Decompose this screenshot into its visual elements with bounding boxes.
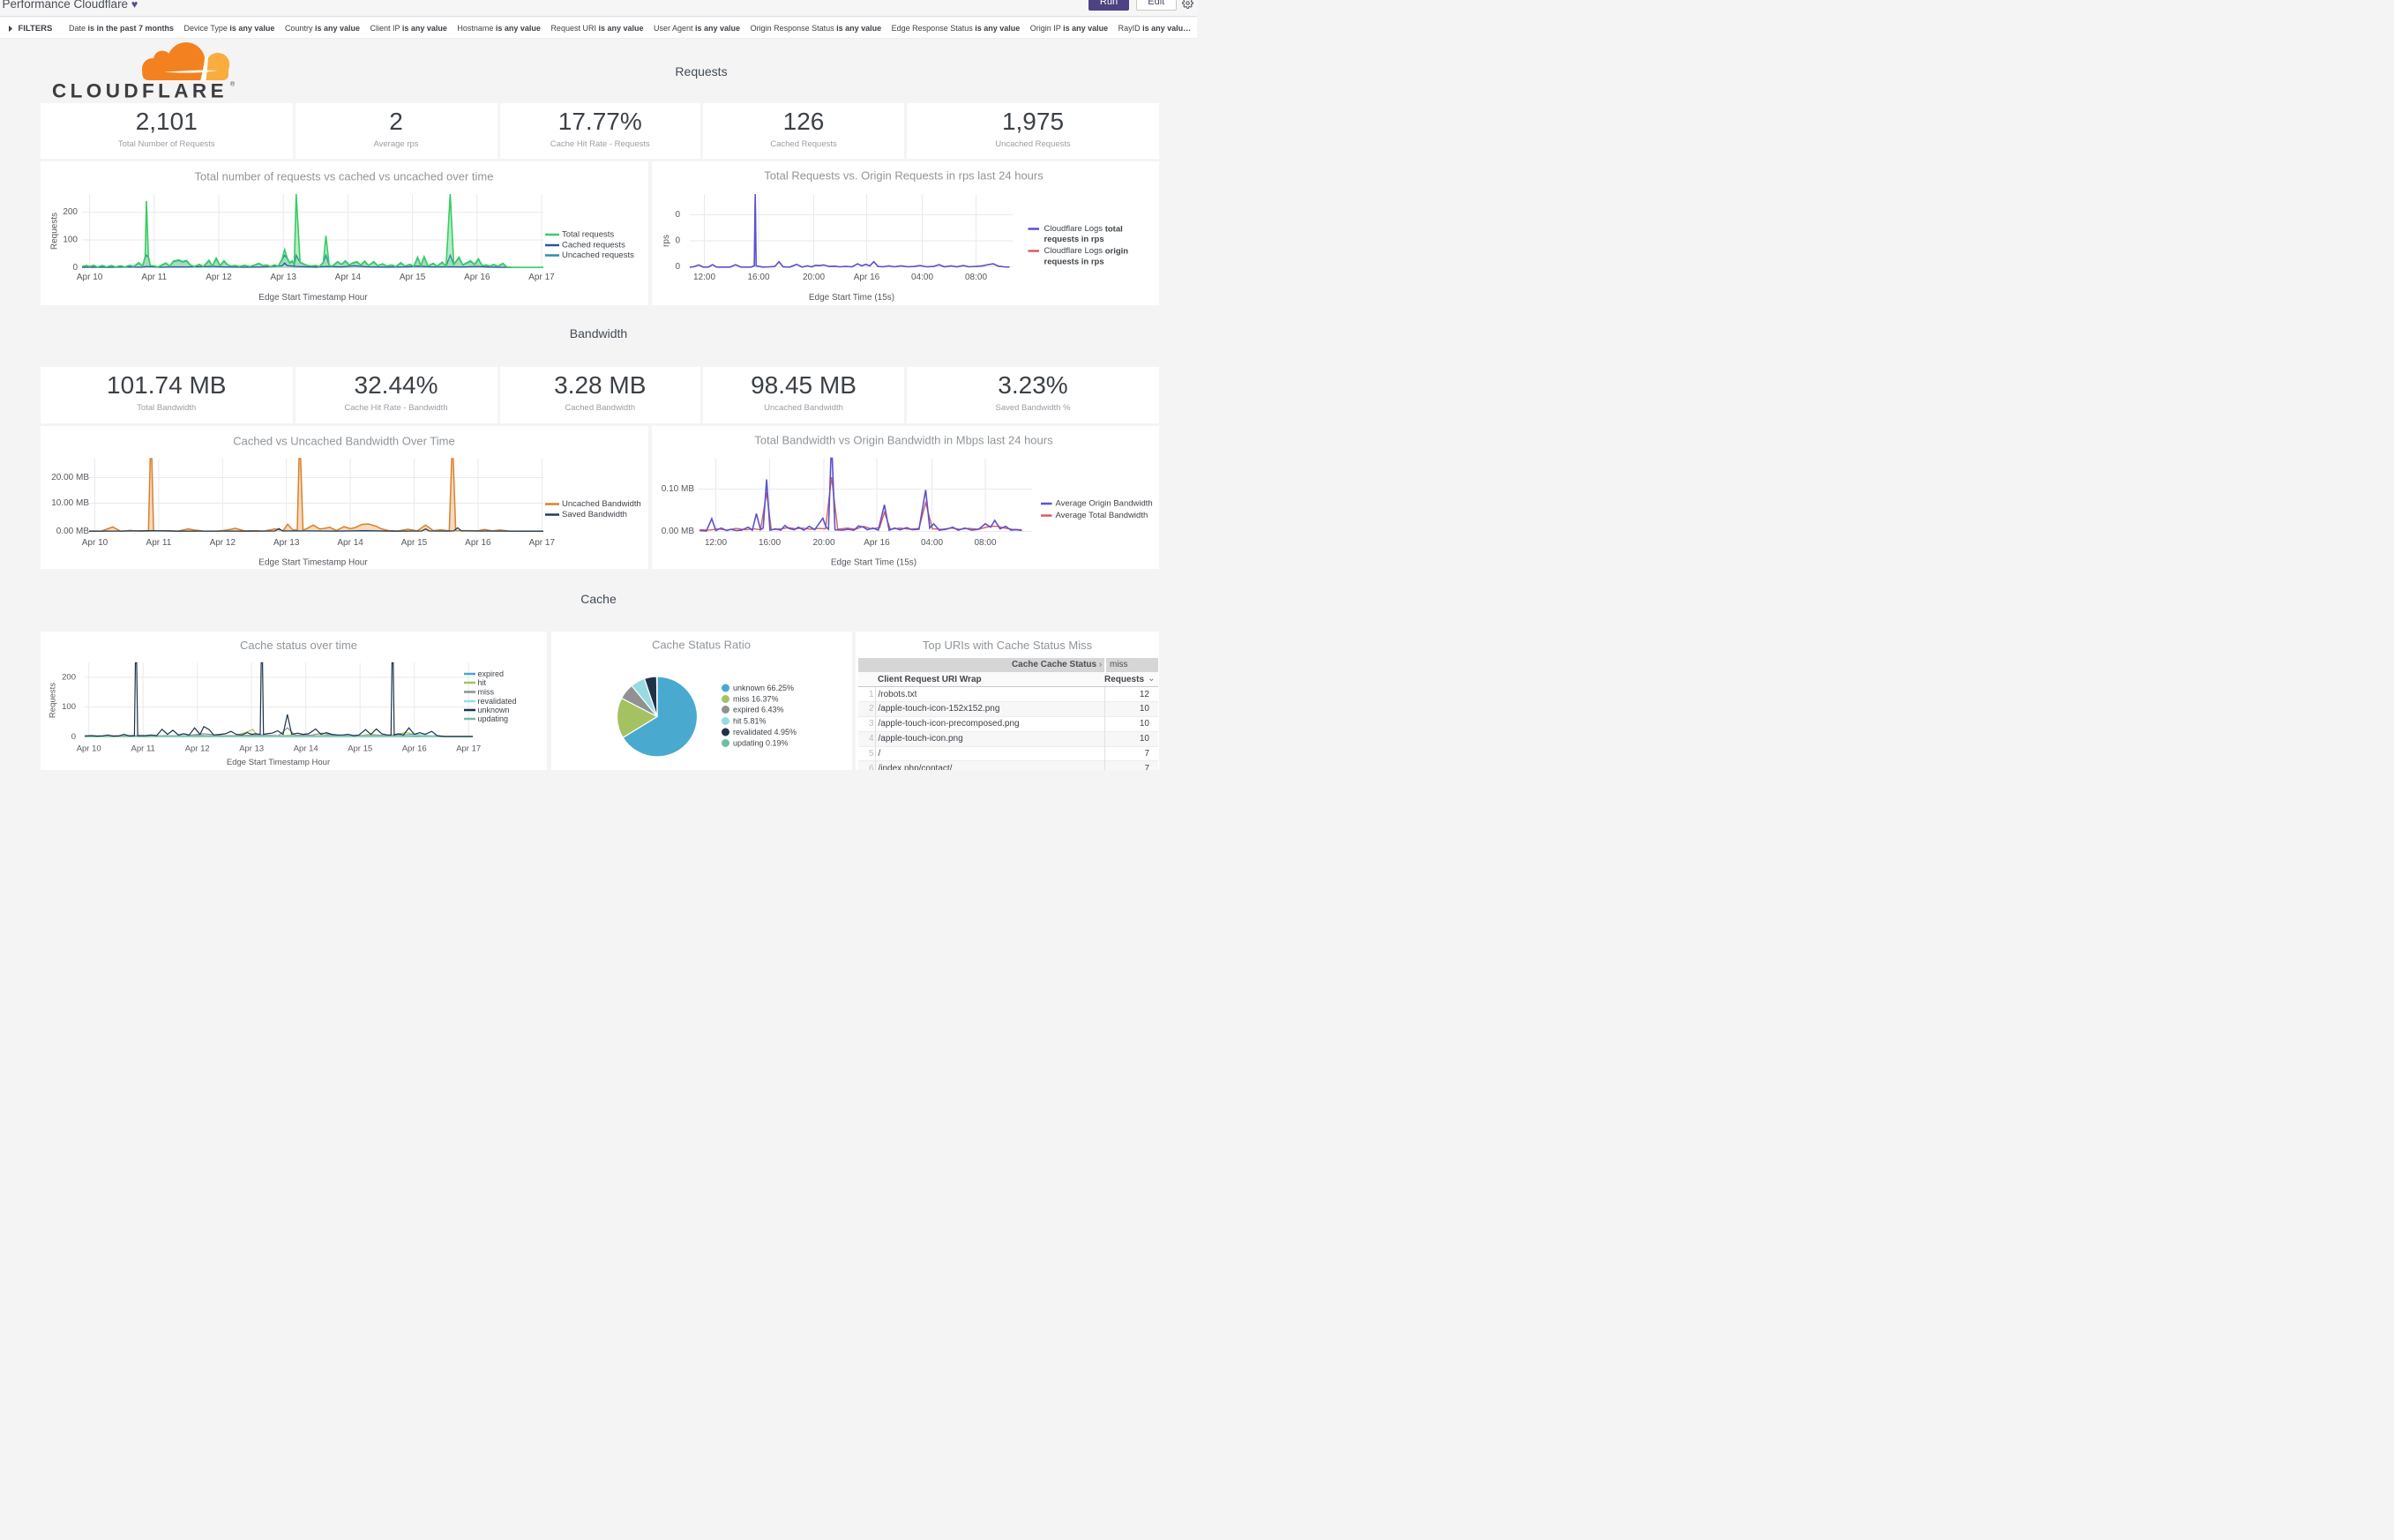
svg-text:04:00: 04:00 [920, 538, 942, 548]
svg-text:Total requests: Total requests [562, 230, 614, 240]
svg-text:requests in rps: requests in rps [1044, 258, 1103, 267]
svg-text:Cloudflare Logs total: Cloudflare Logs total [1044, 224, 1122, 234]
svg-text:CLOUDFLARE: CLOUDFLARE [52, 80, 228, 101]
svg-text:miss: miss [478, 688, 495, 697]
svg-text:Apr 16: Apr 16 [853, 273, 879, 282]
svg-text:0: 0 [675, 236, 680, 246]
svg-text:requests in rps: requests in rps [1044, 235, 1103, 244]
svg-text:0: 0 [71, 732, 76, 742]
svg-text:Apr 15: Apr 15 [401, 538, 428, 548]
svg-text:miss 16.37%: miss 16.37% [733, 695, 779, 704]
svg-text:10.00 MB: 10.00 MB [51, 498, 89, 508]
svg-text:100: 100 [63, 235, 78, 245]
svg-text:Apr 16: Apr 16 [402, 744, 427, 753]
svg-text:Apr 11: Apr 11 [141, 273, 167, 282]
svg-text:Cached vs Uncached Bandwidth O: Cached vs Uncached Bandwidth Over Time [233, 435, 454, 448]
svg-text:Apr 13: Apr 13 [239, 744, 264, 753]
svg-text:Edge Start Timestamp Hour: Edge Start Timestamp Hour [258, 558, 368, 568]
svg-text:0: 0 [72, 263, 78, 273]
svg-text:updating: updating [478, 714, 509, 723]
svg-text:Apr 10: Apr 10 [77, 744, 101, 753]
svg-text:Apr 15: Apr 15 [400, 273, 426, 282]
svg-text:16:00: 16:00 [747, 273, 769, 282]
svg-text:Uncached Bandwidth: Uncached Bandwidth [562, 499, 641, 509]
svg-text:hit 5.81%: hit 5.81% [733, 717, 767, 726]
svg-text:Saved Bandwidth: Saved Bandwidth [562, 510, 627, 520]
svg-text:0.00 MB: 0.00 MB [661, 527, 694, 536]
svg-text:Requests: Requests [50, 213, 60, 250]
svg-text:08:00: 08:00 [964, 273, 986, 282]
svg-text:20:00: 20:00 [812, 538, 834, 548]
svg-text:Uncached requests: Uncached requests [562, 250, 634, 260]
svg-text:Edge Start Time (15s): Edge Start Time (15s) [830, 558, 916, 568]
svg-text:Total number of requests vs ca: Total number of requests vs cached vs un… [195, 170, 494, 183]
svg-text:Apr 12: Apr 12 [210, 538, 236, 548]
svg-text:Cache status over time: Cache status over time [240, 639, 357, 652]
svg-text:Edge Start Timestamp Hour: Edge Start Timestamp Hour [227, 758, 330, 767]
svg-text:16:00: 16:00 [758, 538, 780, 548]
svg-text:200: 200 [62, 672, 76, 682]
svg-text:Apr 16: Apr 16 [465, 538, 491, 548]
svg-text:Apr 16: Apr 16 [464, 273, 490, 282]
svg-text:0.00 MB: 0.00 MB [56, 527, 90, 536]
svg-text:12:00: 12:00 [692, 273, 714, 282]
svg-text:Apr 13: Apr 13 [270, 273, 296, 282]
svg-text:12:00: 12:00 [704, 538, 726, 548]
svg-text:Requests: Requests [49, 683, 58, 718]
svg-text:updating 0.19%: updating 0.19% [733, 739, 789, 748]
svg-text:08:00: 08:00 [974, 538, 996, 548]
svg-text:20.00 MB: 20.00 MB [51, 473, 89, 482]
svg-text:Cached requests: Cached requests [562, 241, 625, 250]
svg-text:Apr 11: Apr 11 [146, 538, 172, 548]
svg-text:Apr 14: Apr 14 [337, 538, 363, 548]
svg-text:200: 200 [63, 207, 78, 217]
svg-text:100: 100 [62, 702, 76, 712]
svg-text:Total Bandwidth vs Origin Band: Total Bandwidth vs Origin Bandwidth in M… [754, 434, 1053, 447]
svg-text:Apr 12: Apr 12 [185, 744, 210, 753]
svg-text:Apr 14: Apr 14 [294, 744, 318, 753]
svg-text:expired: expired [478, 669, 505, 678]
svg-text:Apr 10: Apr 10 [77, 273, 103, 282]
svg-text:revalidated: revalidated [478, 697, 517, 706]
svg-text:Apr 17: Apr 17 [528, 273, 555, 282]
svg-text:Apr 17: Apr 17 [529, 538, 556, 548]
svg-text:Apr 16: Apr 16 [864, 538, 890, 548]
svg-text:Apr 14: Apr 14 [335, 273, 362, 282]
svg-text:hit: hit [478, 678, 487, 687]
svg-text:Cloudflare Logs origin: Cloudflare Logs origin [1044, 246, 1128, 256]
svg-text:0: 0 [675, 210, 680, 220]
svg-text:04:00: 04:00 [910, 273, 932, 282]
svg-text:0.10 MB: 0.10 MB [661, 484, 694, 494]
svg-text:20:00: 20:00 [802, 273, 824, 282]
svg-text:Total Requests vs. Origin Requ: Total Requests vs. Origin Requests in rp… [764, 169, 1044, 183]
svg-text:0: 0 [675, 262, 680, 272]
svg-text:Apr 13: Apr 13 [273, 538, 300, 548]
svg-text:Apr 11: Apr 11 [131, 744, 155, 753]
svg-text:Apr 17: Apr 17 [456, 744, 481, 753]
svg-text:revalidated 4.95%: revalidated 4.95% [733, 728, 797, 736]
svg-text:unknown 66.25%: unknown 66.25% [733, 684, 794, 692]
svg-text:Apr 12: Apr 12 [206, 273, 232, 282]
svg-text:Average Origin Bandwidth: Average Origin Bandwidth [1055, 499, 1152, 509]
svg-text:Edge Start Time (15s): Edge Start Time (15s) [808, 293, 894, 303]
svg-text:expired 6.43%: expired 6.43% [733, 706, 784, 714]
svg-text:rps: rps [662, 235, 671, 247]
svg-text:Apr 10: Apr 10 [82, 538, 108, 548]
svg-text:Average Total Bandwidth: Average Total Bandwidth [1055, 511, 1148, 520]
svg-text:Edge Start Timestamp Hour: Edge Start Timestamp Hour [258, 293, 368, 303]
svg-text:unknown: unknown [478, 706, 510, 714]
svg-text:Cache Status Ratio: Cache Status Ratio [652, 639, 751, 652]
svg-text:Apr 15: Apr 15 [348, 744, 372, 753]
svg-text:®: ® [230, 81, 236, 88]
